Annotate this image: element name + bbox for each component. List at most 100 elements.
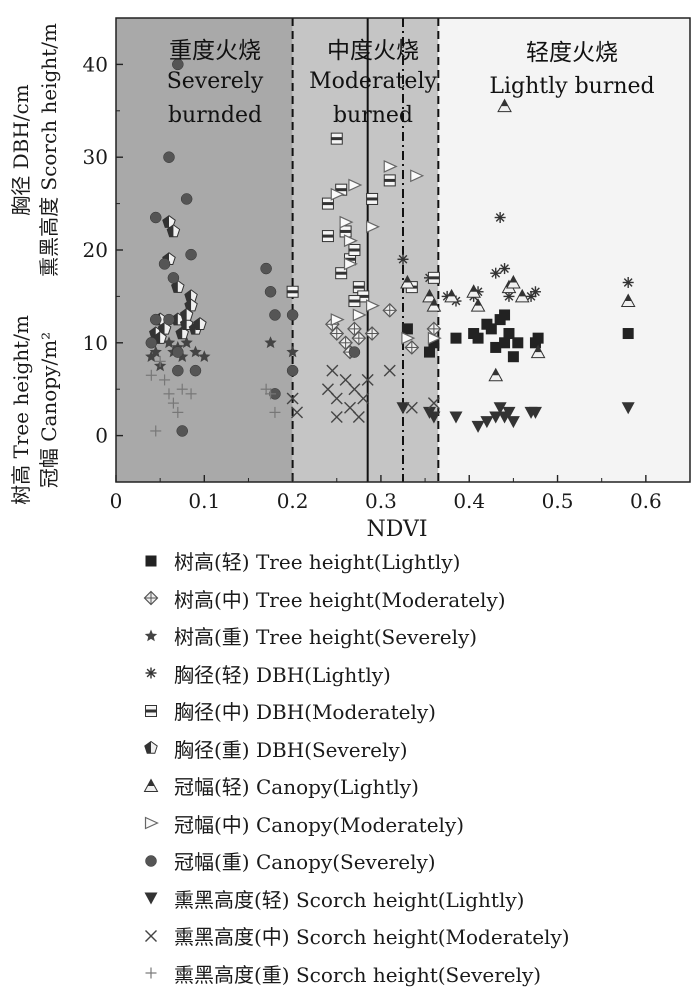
legend-label: 树高(重) Tree height(Severely) [174, 625, 478, 650]
point-6-3 [444, 288, 459, 303]
y-axis-label: 树高 Tree height/m 冠幅 Canopy/m² 熏黑高度 Scorch … [9, 23, 61, 505]
point-9-10 [506, 416, 520, 429]
legend-label: 熏黑高度(轻) Scorch height(Lightly) [174, 887, 525, 912]
point-8-14 [264, 286, 277, 298]
legend-label: 树高(中) Tree height(Moderately) [174, 587, 506, 612]
point-8-10 [180, 193, 193, 205]
legend-swatch [145, 967, 157, 979]
point-6-2 [426, 298, 442, 312]
point-6-4 [466, 284, 481, 298]
point-7-5 [383, 160, 398, 173]
point-11-3 [159, 374, 171, 386]
point-4-15 [348, 295, 361, 308]
point-11-5 [167, 397, 179, 409]
legend-swatch [144, 629, 158, 642]
point-8-3 [158, 258, 171, 270]
legend-swatch [145, 704, 157, 717]
legend-label: 冠幅(中) Canopy(Moderately) [174, 812, 465, 837]
point-5-14 [179, 307, 194, 321]
legend-item: 冠幅(中) Canopy(Moderately) [140, 805, 690, 843]
series-5 [149, 215, 207, 344]
legend-marker-4 [145, 704, 157, 717]
series-10 [286, 364, 440, 424]
point-6-5 [470, 298, 486, 312]
point-6-12 [620, 293, 636, 308]
point-10-9 [357, 392, 370, 405]
legend-marker-1 [143, 590, 159, 606]
point-0-2 [423, 346, 435, 358]
point-8-13 [260, 262, 272, 275]
axes: 0 0.1 0.2 0.3 0.4 0.5 0.6 0 10 20 30 40 [83, 17, 691, 513]
series-11 [145, 355, 281, 437]
point-10-14 [330, 411, 343, 424]
point-1-6 [364, 326, 380, 341]
zone-label-zh-0: 重度火烧 [169, 38, 261, 64]
point-7-12 [401, 331, 416, 345]
x-tick-label-4: 0.4 [453, 489, 485, 513]
point-10-13 [427, 397, 440, 410]
point-4-8 [366, 192, 379, 205]
point-11-6 [172, 406, 184, 418]
x-tick-label-2: 0.2 [277, 489, 309, 513]
legend-marker-11 [145, 967, 157, 979]
point-9-6 [489, 411, 503, 424]
point-4-13 [321, 230, 334, 243]
point-10-1 [291, 406, 304, 419]
point-10-11 [383, 364, 396, 377]
legend-label: 胸径(重) DBH(Severely) [174, 737, 408, 762]
x-tick-label-5: 0.5 [542, 489, 574, 513]
legend-swatch [144, 816, 159, 830]
series-6 [400, 98, 636, 382]
zone-label-en1-2: Lightly burned [489, 74, 654, 99]
point-0-8 [490, 341, 502, 353]
point-9-12 [528, 406, 542, 419]
point-8-19 [348, 346, 361, 358]
legend-swatch [145, 929, 157, 942]
legend-swatch [144, 892, 158, 905]
point-8-12 [189, 364, 202, 377]
point-8-1 [149, 313, 162, 326]
y-tick-label-3: 30 [83, 145, 108, 169]
point-2-10 [264, 336, 277, 349]
zone-2 [438, 18, 690, 482]
x-tick-label-6: 0.6 [630, 489, 662, 513]
point-7-6 [410, 169, 425, 183]
point-7-8 [330, 313, 345, 327]
point-6-10 [514, 288, 530, 303]
point-7-0 [330, 187, 345, 201]
point-10-10 [361, 373, 374, 386]
point-8-5 [163, 313, 175, 326]
y-axis-label-line-4: 胸径 DBH/cm [9, 84, 33, 215]
point-11-0 [145, 369, 157, 381]
point-10-12 [405, 401, 418, 414]
legend-marker-8 [145, 855, 157, 867]
zone-labels: 重度火烧 Severely burnded 中度火烧 Moderately burned 轻… [167, 38, 655, 128]
legend-marker-10 [145, 929, 157, 942]
legend-item: 胸径(重) DBH(Severely) [140, 730, 690, 768]
point-8-17 [286, 364, 299, 377]
zone-0 [116, 18, 293, 482]
point-11-10 [269, 406, 281, 418]
zone-label-en1-0: Severely [167, 69, 264, 94]
y-tick-label-0: 0 [95, 424, 108, 448]
legend-swatch [143, 778, 159, 792]
series-1 [325, 302, 442, 360]
point-4-9 [383, 174, 396, 187]
series-8 [145, 58, 361, 437]
point-9-9 [502, 406, 516, 419]
point-1-8 [404, 340, 420, 355]
legend-label: 熏黑高度(重) Scorch height(Severely) [174, 962, 542, 987]
point-0-0 [401, 323, 413, 335]
point-8-2 [149, 211, 162, 224]
point-2-6 [176, 350, 189, 362]
point-11-4 [163, 388, 175, 400]
point-3-12 [622, 276, 634, 288]
point-5-11 [193, 317, 207, 330]
point-11-9 [260, 383, 272, 395]
legend-item: 冠幅(轻) Canopy(Lightly) [140, 767, 690, 805]
legend-item: 熏黑高度(中) Scorch height(Moderately) [140, 917, 690, 955]
burn-zones [116, 18, 690, 482]
point-9-13 [621, 402, 635, 415]
point-7-9 [343, 257, 358, 271]
point-8-18 [286, 309, 299, 321]
